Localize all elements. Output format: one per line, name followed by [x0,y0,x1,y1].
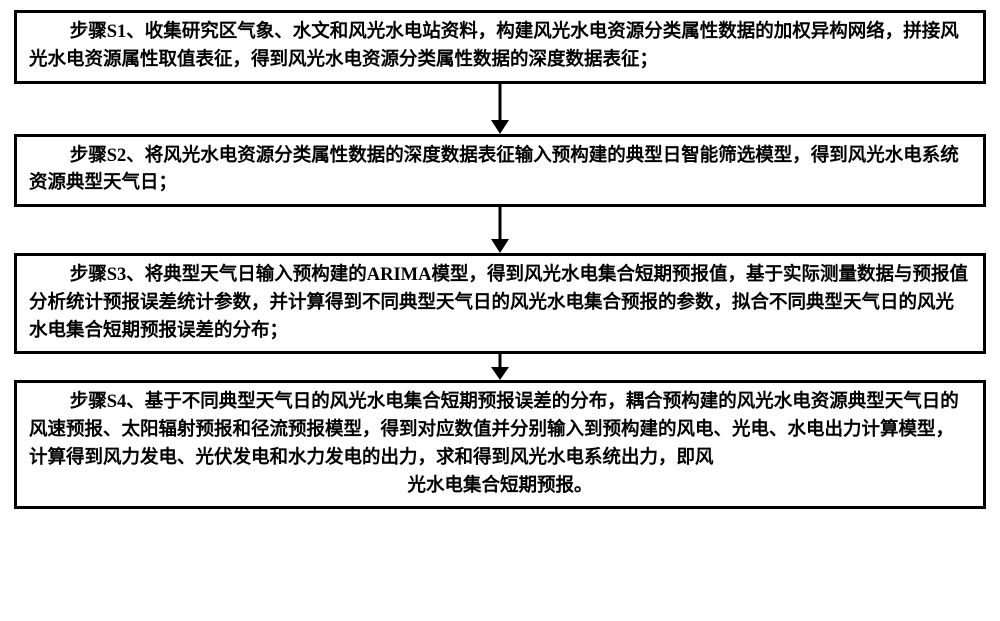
arrow-down-icon [480,84,520,134]
arrow-s3-s4 [14,354,986,380]
arrow-s1-s2 [14,84,986,134]
step-s4-text-main: 步骤S4、基于不同典型天气日的风光水电集合短期预报误差的分布，耦合预构建的风光水… [29,392,959,468]
step-s1-text: 步骤S1、收集研究区气象、水文和风光水电站资料，构建风光水电资源分类属性数据的加… [29,22,959,70]
flowchart: 步骤S1、收集研究区气象、水文和风光水电站资料，构建风光水电资源分类属性数据的加… [0,0,1000,509]
step-s3-text: 步骤S3、将典型天气日输入预构建的ARIMA模型，得到风光水电集合短期预报值，基… [29,265,968,341]
arrow-down-icon [480,207,520,253]
arrow-down-icon [480,354,520,380]
step-s2-text: 步骤S2、将风光水电资源分类属性数据的深度数据表征输入预构建的典型日智能筛选模型… [29,146,959,194]
step-s3: 步骤S3、将典型天气日输入预构建的ARIMA模型，得到风光水电集合短期预报值，基… [14,253,986,354]
arrow-s2-s3 [14,207,986,253]
step-s4-text-tail: 光水电集合短期预报。 [29,473,971,501]
step-s4: 步骤S4、基于不同典型天气日的风光水电集合短期预报误差的分布，耦合预构建的风光水… [14,380,986,509]
step-s2: 步骤S2、将风光水电资源分类属性数据的深度数据表征输入预构建的典型日智能筛选模型… [14,134,986,208]
step-s1: 步骤S1、收集研究区气象、水文和风光水电站资料，构建风光水电资源分类属性数据的加… [14,10,986,84]
